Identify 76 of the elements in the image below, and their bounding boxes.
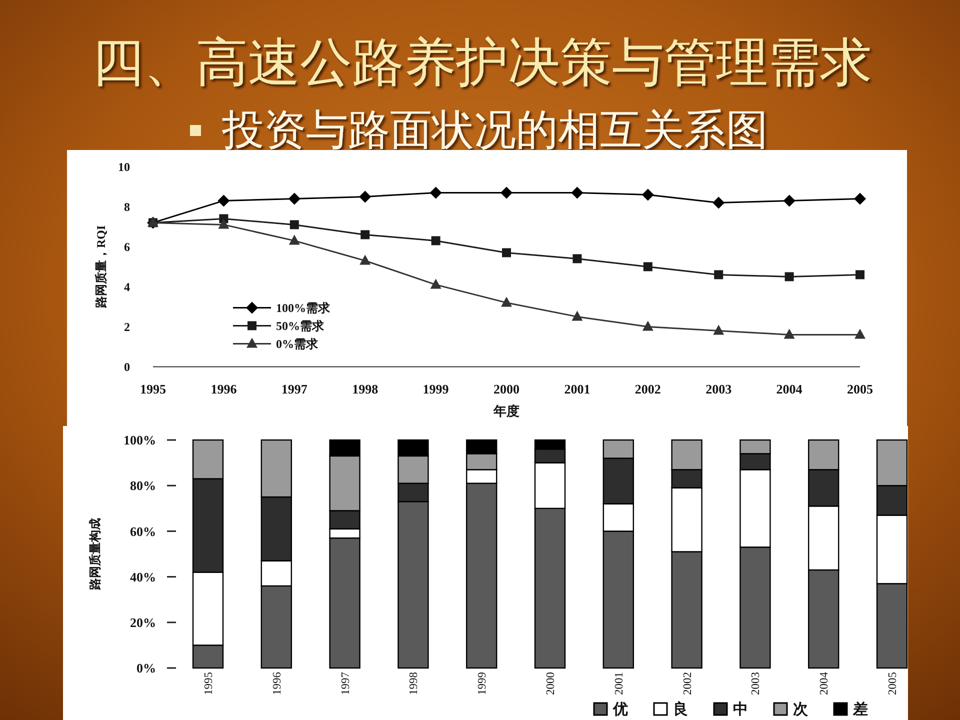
- point: [501, 296, 512, 307]
- point: [500, 186, 512, 199]
- x-tick-label: 1996: [210, 382, 238, 397]
- point: [713, 324, 724, 335]
- x-tick-label: 1995: [140, 382, 166, 397]
- point: [502, 248, 511, 258]
- point: [856, 270, 864, 280]
- point: [784, 272, 794, 282]
- y-tick-label: 100%: [124, 432, 156, 448]
- point: [430, 278, 442, 289]
- x-tick-label: 2003: [706, 382, 732, 397]
- chart-subtitle: 投资与路面状况的相互关系图: [221, 108, 768, 154]
- x-tick-label: 2003: [750, 672, 762, 695]
- y-tick-label: 0%: [136, 660, 156, 676]
- x-tick-label: 2000: [494, 382, 520, 397]
- point: [431, 236, 440, 246]
- y-tick-label: 8: [124, 200, 130, 214]
- point: [642, 320, 654, 331]
- y-tick-label: 40%: [130, 569, 156, 584]
- legend-label: 中: [733, 701, 748, 718]
- x-tick-label: 2001: [564, 382, 590, 397]
- point: [360, 254, 371, 265]
- point: [288, 234, 300, 245]
- x-tick-label: 1996: [271, 672, 284, 695]
- x-tick-label: 2001: [613, 672, 626, 695]
- point: [854, 192, 866, 205]
- x-tick-label: 2004: [776, 382, 803, 397]
- legend-label: 100%需求: [276, 301, 331, 316]
- y-tick-label: 4: [124, 280, 130, 294]
- point: [642, 188, 654, 201]
- x-tick-label: 2005: [847, 382, 874, 397]
- point: [218, 218, 230, 229]
- legend-label: 次: [793, 701, 809, 718]
- point: [572, 310, 583, 321]
- point: [360, 230, 370, 240]
- x-tick-label: 1999: [476, 672, 489, 695]
- x-tick-label: 1995: [203, 672, 216, 695]
- point: [854, 328, 866, 339]
- y-tick-label: 10: [118, 160, 130, 174]
- point: [430, 186, 442, 199]
- point: [712, 196, 725, 209]
- x-tick-label: 1999: [422, 382, 450, 397]
- x-tick-label: 2004: [818, 672, 831, 695]
- point: [359, 190, 372, 203]
- x-tick-label: 1997: [281, 382, 308, 397]
- point: [218, 194, 230, 207]
- x-tick-label: 2002: [634, 382, 661, 397]
- point: [784, 328, 795, 339]
- y-tick-label: 80%: [130, 478, 156, 494]
- y-tick-label: 60%: [130, 524, 156, 539]
- x-tick-label: 1997: [340, 672, 352, 695]
- legend-label: 良: [673, 700, 688, 718]
- x-tick-label: 1998: [352, 382, 379, 397]
- point: [288, 192, 300, 205]
- legend-label: 优: [612, 701, 628, 718]
- y-tick-label: 2: [124, 320, 130, 334]
- y-tick-label: 0: [124, 360, 130, 374]
- point: [783, 194, 796, 207]
- y-axis-title: 路网质量构成: [88, 518, 102, 591]
- legend-label: 差: [852, 701, 868, 718]
- point: [290, 220, 299, 230]
- x-tick-label: 1998: [408, 672, 420, 695]
- point: [714, 270, 724, 280]
- x-tick-label: 2005: [887, 672, 900, 695]
- y-tick-label: 20%: [130, 614, 156, 630]
- point: [572, 254, 582, 264]
- point: [571, 186, 584, 199]
- legend-label: 50%需求: [276, 319, 325, 334]
- point: [643, 262, 652, 272]
- legend-label: 0%需求: [276, 337, 319, 352]
- x-tick-label: 2000: [545, 672, 558, 695]
- x-axis-title: 年度: [492, 404, 520, 419]
- y-tick-label: 6: [124, 240, 130, 254]
- y-axis-title: 路网质量，RQI: [94, 225, 108, 310]
- chart-title: 四、高速公路养护决策与管理需求: [92, 35, 872, 92]
- x-tick-label: 2002: [682, 672, 694, 695]
